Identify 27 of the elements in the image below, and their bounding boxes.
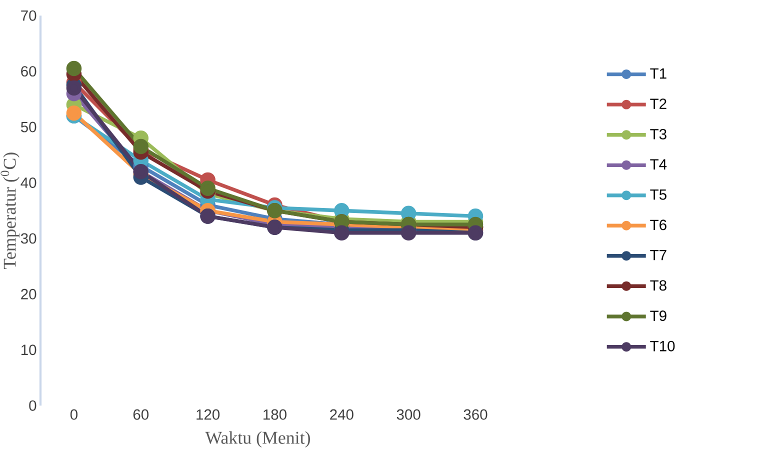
- y-tick-label: 30: [20, 233, 36, 244]
- legend-label: T6: [650, 220, 666, 230]
- legend-label: T4: [650, 159, 667, 170]
- y-tick-label: 70: [21, 10, 36, 21]
- legend-label: T3: [650, 128, 666, 140]
- x-tick-label: 180: [264, 409, 286, 420]
- x-tick-label: 240: [330, 409, 354, 420]
- legend-label: T8: [650, 280, 666, 291]
- y-tick-label: 50: [20, 122, 36, 132]
- x-tick-label: 0: [70, 409, 78, 420]
- x-tick-label: 360: [464, 409, 488, 420]
- x-tick-label: 300: [396, 409, 420, 420]
- legend-label: T5: [650, 189, 666, 200]
- legend-label: T2: [650, 98, 666, 109]
- legend-label: T1: [650, 68, 666, 79]
- y-tick-label: 10: [21, 344, 36, 356]
- y-axis-title: Temperatur ($^{0}$C): [0, 152, 20, 269]
- x-axis-title: Waktu (Menit): [205, 431, 310, 448]
- y-tick-label: 20: [21, 288, 36, 300]
- y-tick-label: 60: [21, 66, 36, 76]
- legend-label: T7: [650, 250, 666, 260]
- legend-label: T10: [650, 340, 675, 352]
- x-tick-label: 120: [196, 409, 220, 420]
- x-tick-label: 60: [133, 409, 149, 420]
- legend-label: T9: [650, 310, 666, 321]
- y-tick-label: 0: [29, 400, 36, 411]
- y-tick-label: 40: [20, 177, 36, 188]
